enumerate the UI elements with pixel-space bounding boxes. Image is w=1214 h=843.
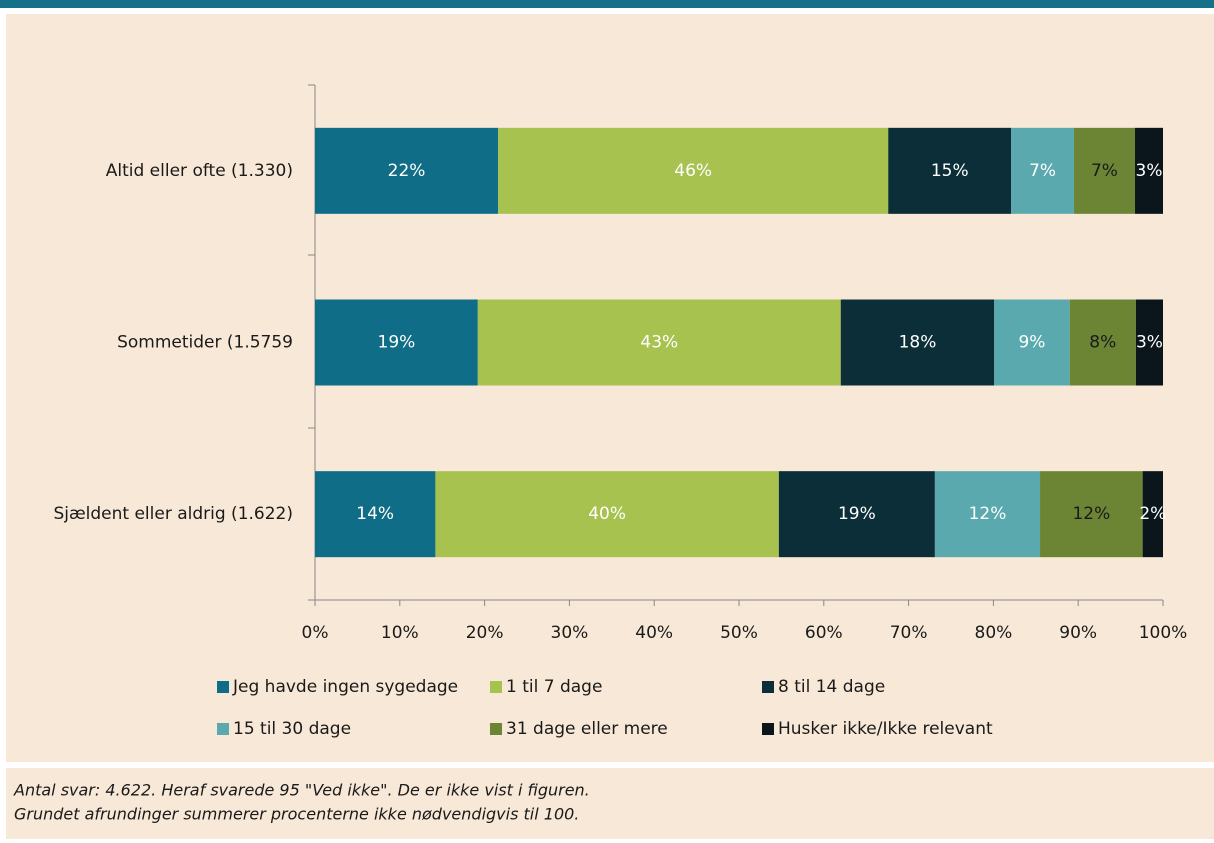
bar-segment [498,127,889,214]
bar-segment [315,299,478,386]
legend-label: Husker ikke/Ikke relevant [778,719,993,739]
data-label: 22% [388,161,426,181]
legend-label: 15 til 30 dage [233,719,351,739]
legend-swatch [762,681,774,693]
bar-segment [840,299,995,386]
bar-segment [778,471,935,558]
x-tick-label: 40% [635,623,673,643]
data-label: 3% [1136,161,1163,181]
x-tick-label: 100% [1139,623,1188,643]
top-band [0,0,1214,8]
bar-segment [435,471,779,558]
legend-label: 1 til 7 dage [506,677,602,697]
bar-segment [1073,127,1136,214]
bar-segment [934,471,1041,558]
y-tick-label: Altid eller ofte (1.330) [106,161,293,181]
data-label: 40% [588,504,626,524]
x-tick-label: 60% [805,623,843,643]
data-label: 43% [640,333,678,353]
data-label: 14% [356,504,394,524]
data-label: 12% [969,504,1007,524]
data-label: 19% [838,504,876,524]
legend-swatch [217,681,229,693]
legend-swatch [762,723,774,735]
data-label: 12% [1072,504,1110,524]
bar-segment [1011,127,1074,214]
data-label: 7% [1029,161,1056,181]
x-tick-label: 70% [890,623,928,643]
bar-segment [1135,299,1163,386]
y-tick-label: Sommetider (1.5759 [117,333,293,353]
bar-segment [1142,471,1163,558]
bar-segment [994,299,1070,386]
note-panel [6,768,1214,839]
chart-panel [6,14,1214,762]
x-tick-label: 0% [302,623,329,643]
x-tick-label: 30% [551,623,589,643]
note: Antal svar: 4.622. Heraf svarede 95 "Ved… [13,781,590,800]
bar-segment [888,127,1012,214]
x-tick-label: 80% [975,623,1013,643]
legend-label: Jeg havde ingen sygedage [232,677,458,697]
data-label: 7% [1091,161,1118,181]
legend-swatch [490,681,502,693]
data-label: 2% [1139,504,1166,524]
legend-label: 31 dage eller mere [506,719,668,739]
data-label: 9% [1018,333,1045,353]
legend-label: 8 til 14 dage [778,677,885,697]
x-tick-label: 50% [720,623,758,643]
data-label: 46% [674,161,712,181]
y-tick-label: Sjældent eller aldrig (1.622) [53,504,293,524]
legend-swatch [490,723,502,735]
x-tick-label: 10% [381,623,419,643]
data-label: 15% [931,161,969,181]
x-tick-label: 20% [466,623,504,643]
data-label: 18% [899,333,937,353]
bar-segment [1069,299,1136,386]
bar-segment [1040,471,1143,558]
x-tick-label: 90% [1059,623,1097,643]
note: Grundet afrundinger summerer procenterne… [14,805,579,824]
bar-segment [477,299,841,386]
bar-segment [1135,127,1163,214]
data-label: 3% [1136,333,1163,353]
data-label: 19% [378,333,416,353]
bar-segment [315,127,499,214]
data-label: 8% [1089,333,1116,353]
legend-swatch [217,723,229,735]
bar-segment [315,471,436,558]
